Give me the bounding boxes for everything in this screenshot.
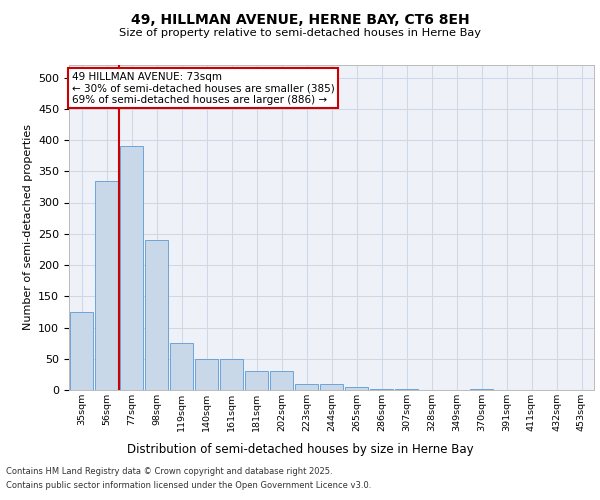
Bar	[344, 387, 368, 390]
Bar	[95, 180, 118, 390]
Text: Distribution of semi-detached houses by size in Herne Bay: Distribution of semi-detached houses by …	[127, 442, 473, 456]
Bar	[370, 389, 394, 390]
Bar	[119, 146, 143, 390]
Bar	[194, 359, 218, 390]
Bar	[170, 343, 193, 390]
Text: 49, HILLMAN AVENUE, HERNE BAY, CT6 8EH: 49, HILLMAN AVENUE, HERNE BAY, CT6 8EH	[131, 12, 469, 26]
Text: Size of property relative to semi-detached houses in Herne Bay: Size of property relative to semi-detach…	[119, 28, 481, 38]
Text: 49 HILLMAN AVENUE: 73sqm
← 30% of semi-detached houses are smaller (385)
69% of : 49 HILLMAN AVENUE: 73sqm ← 30% of semi-d…	[71, 72, 334, 104]
Bar	[269, 371, 293, 390]
Bar	[145, 240, 169, 390]
Bar	[220, 359, 244, 390]
Text: Contains HM Land Registry data © Crown copyright and database right 2025.: Contains HM Land Registry data © Crown c…	[6, 468, 332, 476]
Bar	[395, 389, 418, 390]
Bar	[320, 384, 343, 390]
Text: Contains public sector information licensed under the Open Government Licence v3: Contains public sector information licen…	[6, 481, 371, 490]
Bar	[70, 312, 94, 390]
Bar	[295, 384, 319, 390]
Bar	[245, 371, 268, 390]
Y-axis label: Number of semi-detached properties: Number of semi-detached properties	[23, 124, 32, 330]
